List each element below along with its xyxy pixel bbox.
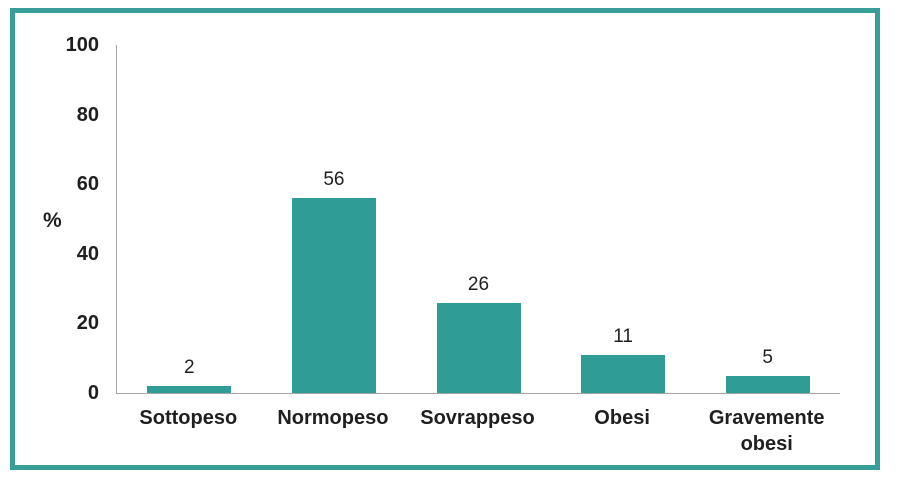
plot-area: 2 56 26 11 5: [116, 45, 840, 394]
bar-gravemente-obesi: [725, 376, 810, 393]
category-label: Sottopeso: [139, 407, 238, 429]
y-tick-label: 80: [76, 103, 99, 126]
data-label: 2: [184, 357, 195, 378]
x-axis-category-labels: Sottopeso Normopeso Sovrappeso Obesi Graveme…: [116, 405, 839, 461]
y-tick-label: 20: [76, 312, 99, 335]
data-label: 26: [467, 274, 490, 295]
y-axis-title: %: [43, 209, 62, 232]
category-label: Gravemente obesi: [708, 407, 825, 455]
bar-normopeso: [291, 198, 376, 393]
bar-obesi: [581, 355, 666, 393]
category-label: Obesi: [594, 407, 650, 429]
data-label: 56: [323, 169, 345, 190]
chart-frame: % 0 20 40 60 80 100 2 56 26 11 5 Sottopeso Normope…: [10, 8, 880, 470]
bar-sottopeso: [147, 386, 232, 393]
data-label: 5: [762, 347, 773, 368]
y-tick-label: 40: [76, 242, 99, 265]
category-label: Sovrappeso: [420, 407, 535, 429]
y-tick-label: 0: [87, 382, 99, 404]
y-tick-label: 100: [65, 34, 99, 56]
y-axis-tick-labels: 0 20 40 60 80 100: [35, 34, 99, 404]
category-label: Normopeso: [277, 407, 389, 429]
bar-sovrappeso: [436, 303, 521, 393]
y-tick-label: 60: [76, 173, 99, 196]
data-label: 11: [613, 326, 633, 347]
